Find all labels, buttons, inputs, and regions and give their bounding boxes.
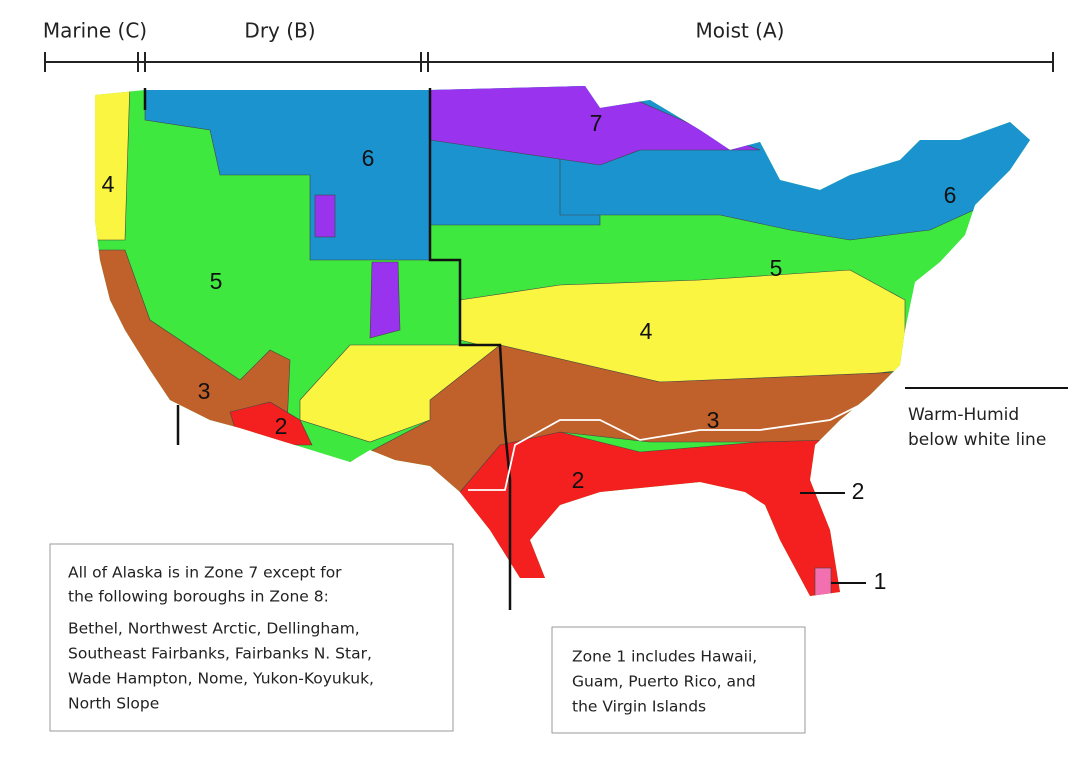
zone-4	[95, 86, 131, 241]
zone-label: 7	[590, 110, 603, 136]
zone-label: 6	[362, 145, 375, 171]
region-label: Moist (A)	[696, 19, 785, 43]
note-line: the following boroughs in Zone 8:	[68, 588, 329, 606]
note-line: Zone 1 includes Hawaii,	[572, 648, 757, 666]
note-line: the Virgin Islands	[572, 698, 706, 716]
zone-label: 4	[102, 171, 115, 197]
zone-2	[459, 431, 851, 596]
zone-7	[314, 194, 336, 238]
zone-label: 5	[770, 255, 783, 281]
zones	[95, 86, 1030, 596]
note-line: North Slope	[68, 695, 159, 713]
zone-label: 6	[944, 182, 957, 208]
annotation: below white line	[908, 430, 1046, 450]
zone-7	[369, 261, 401, 339]
note-line: All of Alaska is in Zone 7 except for	[68, 564, 342, 582]
region-scale: Marine (C) Dry (B) Moist (A)	[43, 19, 1054, 72]
region-label: Marine (C)	[43, 19, 147, 43]
zone-label: 5	[210, 268, 223, 294]
zone-label: 4	[640, 318, 653, 344]
note-box	[49, 543, 454, 732]
zone-label: 1	[874, 568, 887, 594]
zone-labels: 4 6 7 6 5 5 4 3 3 2 2 2 1	[102, 110, 957, 594]
zone-label: 2	[275, 413, 288, 439]
zone-1	[814, 567, 832, 596]
note-line: Bethel, Northwest Arctic, Dellingham,	[68, 620, 360, 638]
boundaries	[143, 88, 901, 610]
zone-label: 3	[198, 378, 211, 404]
zone-label: 3	[707, 407, 720, 433]
annotation: Warm-Humid	[908, 405, 1019, 425]
note-line: Wade Hampton, Nome, Yukon-Koyukuk,	[68, 670, 374, 688]
zone-label: 2	[852, 478, 865, 504]
note-line: Guam, Puerto Rico, and	[572, 673, 756, 691]
note-box	[551, 626, 806, 734]
region-label: Dry (B)	[244, 19, 315, 43]
zone-label: 2	[572, 467, 585, 493]
note-line: Southeast Fairbanks, Fairbanks N. Star,	[68, 645, 372, 663]
